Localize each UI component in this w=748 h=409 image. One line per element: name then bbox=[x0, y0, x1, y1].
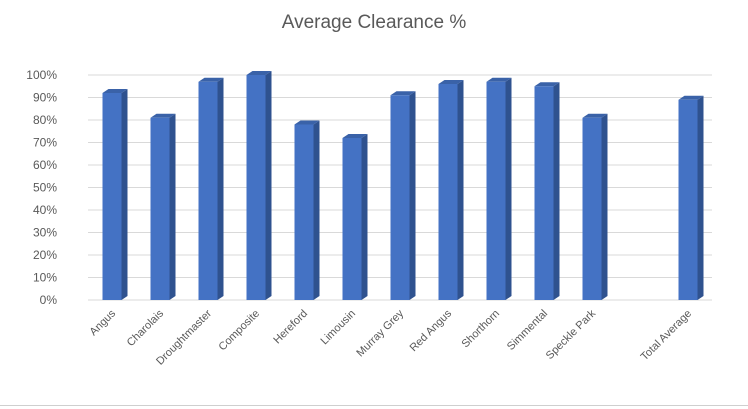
bottom-divider bbox=[0, 405, 748, 406]
bar-top bbox=[486, 77, 512, 82]
x-tick-label: Angus bbox=[88, 307, 119, 338]
bar bbox=[342, 138, 362, 300]
bar-side bbox=[553, 82, 560, 300]
bar bbox=[486, 81, 506, 300]
x-tick-label: Composite bbox=[216, 308, 262, 354]
bar-top bbox=[390, 91, 416, 96]
bar bbox=[198, 81, 218, 300]
bar bbox=[246, 75, 266, 300]
bar-side bbox=[265, 71, 272, 300]
x-tick-label: Murray Grey bbox=[354, 307, 406, 359]
bar-side bbox=[361, 134, 368, 300]
y-tick-label: 50% bbox=[33, 181, 57, 195]
bar-top bbox=[246, 71, 272, 75]
bar-top bbox=[198, 77, 224, 82]
bar bbox=[678, 99, 698, 300]
y-tick-label: 0% bbox=[40, 293, 58, 307]
y-tick-label: 40% bbox=[33, 203, 57, 217]
bar bbox=[150, 117, 170, 300]
x-tick-label: Charolais bbox=[125, 307, 167, 349]
bar-side bbox=[505, 77, 512, 300]
x-tick-label: Red Angus bbox=[408, 307, 455, 354]
x-tick-label: Shorthorn bbox=[459, 308, 502, 351]
bar-top bbox=[582, 113, 608, 118]
bar bbox=[582, 117, 602, 300]
bar-top bbox=[342, 134, 368, 138]
bar bbox=[294, 124, 314, 300]
bar-side bbox=[409, 91, 416, 300]
bar-side bbox=[697, 95, 704, 300]
x-tick-label: Simmental bbox=[505, 308, 550, 353]
bar-top bbox=[102, 89, 128, 93]
bar-side bbox=[313, 120, 320, 300]
x-tick-label: Hereford bbox=[271, 308, 310, 347]
bar-side bbox=[169, 113, 176, 300]
bar-top bbox=[678, 95, 704, 100]
y-tick-label: 100% bbox=[26, 68, 57, 82]
bar bbox=[390, 95, 410, 300]
y-tick-label: 20% bbox=[33, 248, 57, 262]
bar bbox=[438, 84, 458, 300]
x-tick-label: Speckle Park bbox=[544, 307, 599, 362]
bar-top bbox=[150, 113, 176, 118]
chart-title: Average Clearance % bbox=[281, 12, 467, 33]
bar-side bbox=[457, 80, 464, 300]
bar-top bbox=[294, 120, 320, 125]
y-tick-label: 80% bbox=[33, 113, 57, 127]
y-tick-label: 30% bbox=[33, 226, 57, 240]
y-tick-label: 90% bbox=[33, 91, 57, 105]
x-tick-label: Total Average bbox=[639, 308, 694, 363]
bar-top bbox=[534, 82, 560, 87]
y-tick-label: 60% bbox=[33, 158, 57, 172]
y-tick-label: 10% bbox=[33, 271, 57, 285]
x-tick-label: Limousin bbox=[319, 308, 359, 348]
bar bbox=[534, 86, 554, 300]
bar-side bbox=[121, 89, 128, 300]
y-tick-label: 70% bbox=[33, 136, 57, 150]
bar bbox=[102, 93, 122, 300]
bar-side bbox=[601, 113, 608, 300]
bar-side bbox=[217, 77, 224, 300]
bar-top bbox=[438, 80, 464, 84]
